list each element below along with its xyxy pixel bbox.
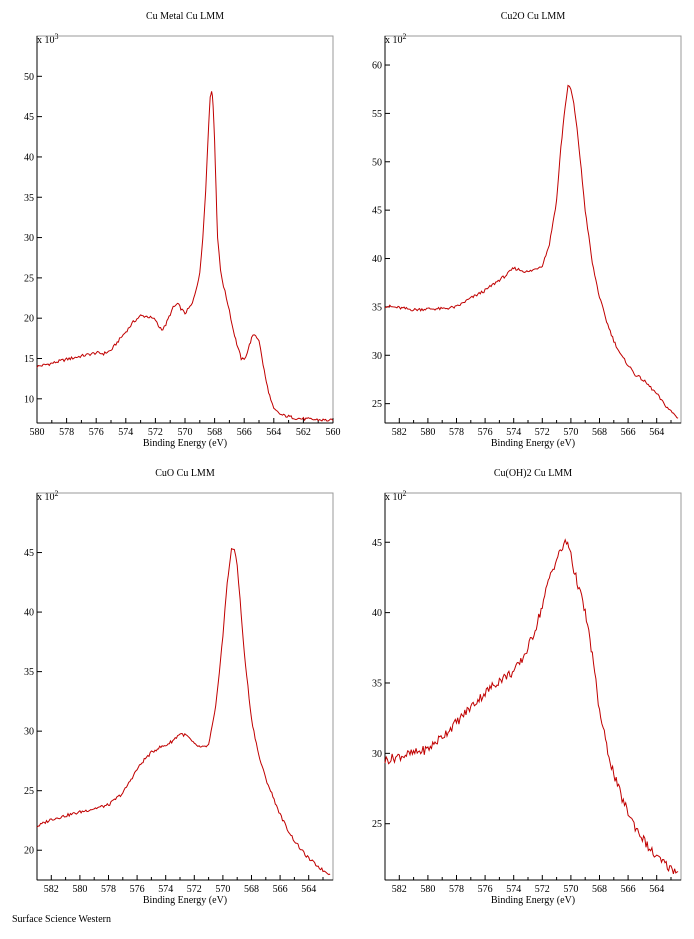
x-axis-label: Binding Energy (eV) <box>143 895 227 906</box>
x-tick-label: 562 <box>296 427 311 438</box>
chart-title: Cu Metal Cu LMM <box>146 11 224 22</box>
y-tick-label: 35 <box>372 678 382 689</box>
y-tick-label: 25 <box>24 273 34 284</box>
y-tick-label: 40 <box>24 608 34 619</box>
y-tick-label: 35 <box>24 193 34 204</box>
x-tick-label: 576 <box>89 427 104 438</box>
y-multiplier-label: x 102 <box>385 489 407 503</box>
y-tick-label: 50 <box>372 157 382 168</box>
y-tick-label: 30 <box>372 749 382 760</box>
plot-frame <box>384 492 682 881</box>
y-tick-label: 10 <box>24 394 34 405</box>
x-tick-label: 564 <box>266 427 281 438</box>
y-tick-label: 40 <box>372 254 382 265</box>
y-tick-label: 25 <box>372 819 382 830</box>
plot-frame <box>384 35 682 424</box>
x-tick-label: 580 <box>420 884 435 895</box>
y-tick-label: 50 <box>24 72 34 83</box>
y-tick-label: 30 <box>24 233 34 244</box>
x-tick-label: 568 <box>244 884 259 895</box>
x-tick-label: 576 <box>478 427 493 438</box>
x-tick-label: 580 <box>30 427 45 438</box>
x-tick-label: 580 <box>72 884 87 895</box>
y-tick-label: 15 <box>24 354 34 365</box>
y-tick-label: 60 <box>372 61 382 72</box>
y-tick-label: 40 <box>372 608 382 619</box>
y-tick-label: 30 <box>24 727 34 738</box>
x-tick-label: 570 <box>215 884 230 895</box>
x-tick-label: 582 <box>44 884 59 895</box>
x-tick-label: 564 <box>301 884 316 895</box>
x-tick-label: 572 <box>187 884 202 895</box>
y-tick-label: 45 <box>372 538 382 549</box>
chart-panel-2: Cu2O Cu LMM x 102 582 580 578 576 574 572 570 568… <box>372 11 682 449</box>
x-tick-label: 568 <box>207 427 222 438</box>
chart-panel-3: CuO Cu LMM x 102 582 580 578 576 574 572 570 568 5… <box>24 468 334 906</box>
x-tick-label: 564 <box>649 427 664 438</box>
x-tick-label: 568 <box>592 427 607 438</box>
y-tick-label: 40 <box>24 152 34 163</box>
x-tick-label: 582 <box>392 427 407 438</box>
x-tick-label: 570 <box>563 427 578 438</box>
plot-frame <box>36 35 334 424</box>
y-tick-label: 20 <box>24 846 34 857</box>
x-tick-label: 572 <box>148 427 163 438</box>
y-tick-label: 45 <box>24 548 34 559</box>
y-tick-label: 25 <box>24 786 34 797</box>
x-tick-label: 574 <box>506 427 521 438</box>
x-tick-label: 572 <box>535 884 550 895</box>
x-tick-label: 582 <box>392 884 407 895</box>
x-tick-label: 576 <box>478 884 493 895</box>
series-line-cu-metal <box>36 91 334 422</box>
x-tick-label: 564 <box>649 884 664 895</box>
plot-frame <box>36 492 334 881</box>
x-tick-label: 574 <box>118 427 133 438</box>
y-multiplier-label: x 102 <box>37 489 59 503</box>
footer-credit: Surface Science Western <box>12 914 111 925</box>
x-tick-label: 566 <box>621 884 636 895</box>
chart-title: Cu(OH)2 Cu LMM <box>494 468 572 479</box>
x-tick-label: 570 <box>178 427 193 438</box>
x-axis-label: Binding Energy (eV) <box>491 895 575 906</box>
x-tick-label: 566 <box>621 427 636 438</box>
x-tick-label: 578 <box>59 427 74 438</box>
x-tick-label: 570 <box>563 884 578 895</box>
y-multiplier-label: x 103 <box>37 32 59 46</box>
x-axis-label: Binding Energy (eV) <box>143 438 227 449</box>
y-tick-label: 30 <box>372 351 382 362</box>
y-tick-label: 25 <box>372 399 382 410</box>
y-tick-label: 35 <box>372 302 382 313</box>
x-tick-label: 580 <box>420 427 435 438</box>
x-tick-label: 572 <box>535 427 550 438</box>
x-tick-label: 574 <box>506 884 521 895</box>
y-multiplier-label: x 102 <box>385 32 407 46</box>
x-tick-label: 566 <box>237 427 252 438</box>
y-tick-label: 20 <box>24 314 34 325</box>
x-tick-label: 574 <box>158 884 173 895</box>
series-line-cu2o <box>385 84 679 419</box>
y-tick-label: 45 <box>372 206 382 217</box>
x-tick-label: 566 <box>273 884 288 895</box>
x-tick-label: 560 <box>326 427 341 438</box>
series-line-cuo <box>36 547 331 876</box>
y-tick-label: 55 <box>372 109 382 120</box>
x-tick-label: 578 <box>101 884 116 895</box>
x-tick-label: 568 <box>592 884 607 895</box>
series-line-cu-oh-2 <box>384 538 679 875</box>
chart-panel-4: Cu(OH)2 Cu LMM x 102 582 580 578 576 574 572 570… <box>372 468 682 906</box>
x-tick-label: 578 <box>449 427 464 438</box>
chart-title: CuO Cu LMM <box>155 468 215 479</box>
x-tick-label: 576 <box>130 884 145 895</box>
chart-title: Cu2O Cu LMM <box>501 11 566 22</box>
chart-panel-1: Cu Metal Cu LMM x 103 580 578 576 574 572 570 56… <box>24 11 341 449</box>
y-tick-label: 45 <box>24 112 34 123</box>
y-tick-label: 35 <box>24 667 34 678</box>
x-tick-label: 578 <box>449 884 464 895</box>
x-axis-label: Binding Energy (eV) <box>491 438 575 449</box>
